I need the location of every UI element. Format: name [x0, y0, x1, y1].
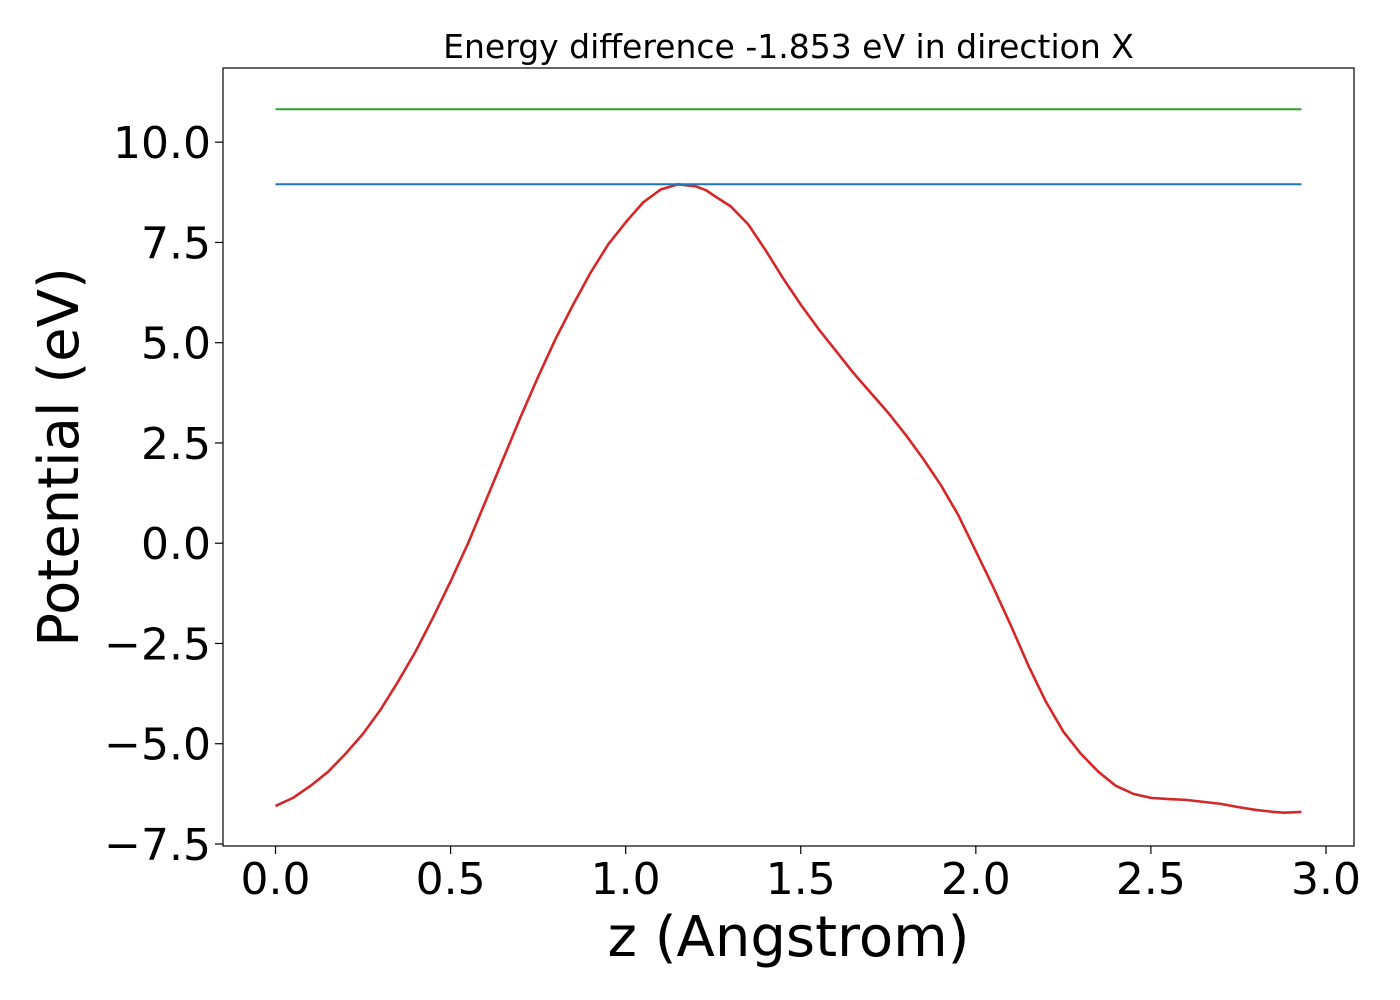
- x-tick-label: 1.5: [766, 854, 836, 905]
- y-tick-label: −2.5: [104, 619, 211, 670]
- y-tick-label: 2.5: [141, 419, 211, 470]
- x-tick-label: 2.5: [1116, 854, 1186, 905]
- y-tick-label: 7.5: [141, 218, 211, 269]
- y-tick-label: 5.0: [141, 319, 211, 370]
- chart-title: Energy difference -1.853 eV in direction…: [443, 27, 1134, 66]
- x-tick-label: 0.0: [241, 854, 311, 905]
- x-tick-label: 2.0: [941, 854, 1011, 905]
- x-tick-label: 1.0: [591, 854, 661, 905]
- x-axis-ticks: 0.0 0.5 1.0 1.5 2.0 2.5 3.0: [241, 846, 1361, 905]
- y-tick-label: 0.0: [141, 519, 211, 570]
- series-line-0: [274, 183, 1302, 815]
- x-axis-label: z (Angstrom): [608, 905, 970, 970]
- series-layer: [274, 108, 1302, 815]
- y-tick-label: −7.5: [104, 820, 211, 871]
- x-tick-label: 0.5: [416, 854, 486, 905]
- y-tick-label: −5.0: [104, 720, 211, 771]
- y-tick-label: 10.0: [113, 118, 211, 169]
- plot-frame: [222, 67, 1355, 847]
- x-tick-label: 3.0: [1291, 854, 1361, 905]
- y-axis-ticks: −7.5 −5.0 −2.5 0.0 2.5 5.0 7.5 10.0: [104, 118, 223, 871]
- y-axis-label: Potential (eV): [27, 267, 92, 647]
